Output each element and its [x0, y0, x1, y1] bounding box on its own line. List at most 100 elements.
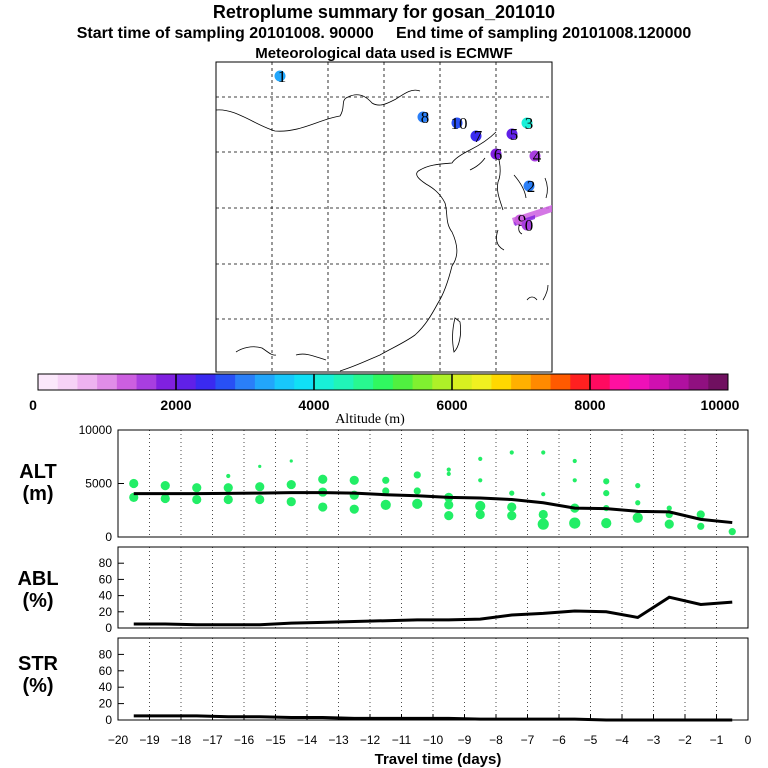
marker-label: 9: [518, 211, 527, 230]
panel-unit: (m): [22, 483, 53, 505]
day-marker-3: 3: [521, 114, 534, 133]
x-tick-label: −1: [710, 733, 724, 747]
x-tick-label: −7: [521, 733, 535, 747]
colorbar-cell: [57, 374, 78, 390]
colorbar-cell: [373, 374, 394, 390]
altitude-point: [255, 482, 265, 492]
altitude-point: [475, 500, 486, 512]
x-tick-label: −20: [108, 733, 129, 747]
colorbar-cell: [649, 374, 670, 390]
panel-unit: (%): [22, 675, 53, 697]
altitude-point: [507, 502, 517, 512]
y-tick-label: 80: [99, 556, 113, 570]
altitude-point: [572, 458, 577, 464]
altitude-point: [635, 500, 641, 506]
day-marker-6: 6: [490, 145, 503, 164]
altitude-point: [696, 510, 705, 519]
altitude-point: [444, 500, 454, 510]
panel-str: 0 20 40 60 80 STR(%): [18, 637, 749, 727]
x-tick-label: −15: [265, 733, 286, 747]
colorbar-tick-8000: 8000: [574, 397, 605, 413]
marker-label: 8: [421, 108, 430, 127]
y-tick-label: 60: [99, 664, 113, 678]
panel-label: ABL: [17, 568, 58, 590]
altitude-point: [635, 483, 641, 489]
colorbar-cell: [353, 374, 374, 390]
altitude-point: [541, 450, 546, 455]
colorbar-cell: [176, 374, 197, 390]
y-tick-label: 60: [99, 572, 113, 586]
y-tick-label: 0: [105, 621, 112, 635]
day-marker-1: 1: [274, 67, 287, 86]
altitude-point: [255, 494, 265, 505]
x-tick-label: −17: [202, 733, 223, 747]
altitude-point: [286, 497, 296, 507]
met-data-line: Meteorological data used is ECMWF: [255, 45, 513, 62]
altitude-colorbar: 0 2000 4000 6000 8000 10000 Altitude (m): [29, 373, 740, 427]
altitude-point: [349, 475, 359, 485]
altitude-point: [258, 464, 262, 468]
altitude-point: [160, 481, 170, 491]
abl-line: [133, 595, 733, 627]
y-tick-label: 40: [99, 589, 113, 603]
y-tick-label: 10000: [79, 423, 113, 437]
day-marker-7: 7: [470, 127, 483, 146]
marker-dot: [470, 130, 482, 142]
colorbar-cell: [215, 374, 236, 390]
day-marker-5: 5: [506, 125, 519, 144]
x-tick-label: −2: [678, 733, 692, 747]
colorbar-cell: [254, 374, 276, 390]
colorbar-tick-10000: 10000: [701, 397, 740, 413]
colorbar-cell: [708, 374, 729, 390]
altitude-point: [382, 476, 390, 484]
x-tick-label: −16: [234, 733, 255, 747]
colorbar-tick-6000: 6000: [436, 397, 467, 413]
colorbar-cell: [412, 374, 433, 390]
sampling-time-line: Start time of sampling 20101008. 90000 E…: [76, 25, 692, 42]
altitude-point: [664, 519, 674, 529]
altitude-point: [538, 509, 548, 520]
altitude-point: [509, 450, 514, 455]
altitude-point: [413, 471, 421, 479]
day-marker-8: 8: [417, 108, 430, 127]
colorbar-cell: [432, 374, 453, 390]
panel-alt: 0 5000 10000 ALT(m): [19, 423, 749, 544]
mean-altitude-line: [133, 491, 733, 525]
marker-label: 6: [494, 145, 503, 164]
time-series-panels: 0500010000ALT(m)020406080ABL(%)020406080…: [17, 423, 749, 727]
altitude-point: [413, 487, 421, 495]
travel-time-axis: −20 −19 −18 −17 −16 −15 −14 −13 −12 −11 −10 −9 −8 −7−…: [108, 714, 752, 747]
altitude-point: [446, 471, 451, 476]
marker-label: 10: [451, 114, 468, 133]
colorbar-cell: [452, 374, 473, 390]
colorbar-cell: [77, 374, 98, 390]
altitude-point: [382, 487, 390, 495]
marker-label: 7: [474, 127, 483, 146]
colorbar-cell: [491, 374, 512, 390]
altitude-point: [380, 499, 391, 510]
altitude-point: [349, 504, 359, 514]
colorbar-cell: [471, 374, 492, 390]
altitude-point: [475, 509, 485, 520]
chart-title: Retroplume summary for gosan_201010: [212, 2, 556, 22]
altitude-point: [160, 493, 170, 504]
marker-label: 3: [525, 114, 534, 133]
marker-label: 5: [510, 125, 519, 144]
altitude-point: [318, 474, 328, 484]
altitude-point: [541, 492, 546, 497]
x-tick-label: −12: [360, 733, 381, 747]
marker-dot: [523, 180, 535, 192]
colorbar-cell: [314, 374, 335, 390]
marker-dot: [529, 150, 541, 162]
altitude-point: [412, 498, 423, 509]
x-tick-label: 0: [745, 733, 752, 747]
altitude-point: [129, 478, 139, 489]
x-tick-label: −10: [423, 733, 444, 747]
marker-label: 1: [278, 67, 287, 86]
y-tick-label: 20: [99, 697, 113, 711]
colorbar-cell: [530, 374, 552, 390]
panel-label: ALT: [19, 461, 56, 483]
colorbar-cell: [609, 374, 630, 390]
altitude-point: [226, 473, 231, 479]
altitude-point: [318, 502, 328, 512]
